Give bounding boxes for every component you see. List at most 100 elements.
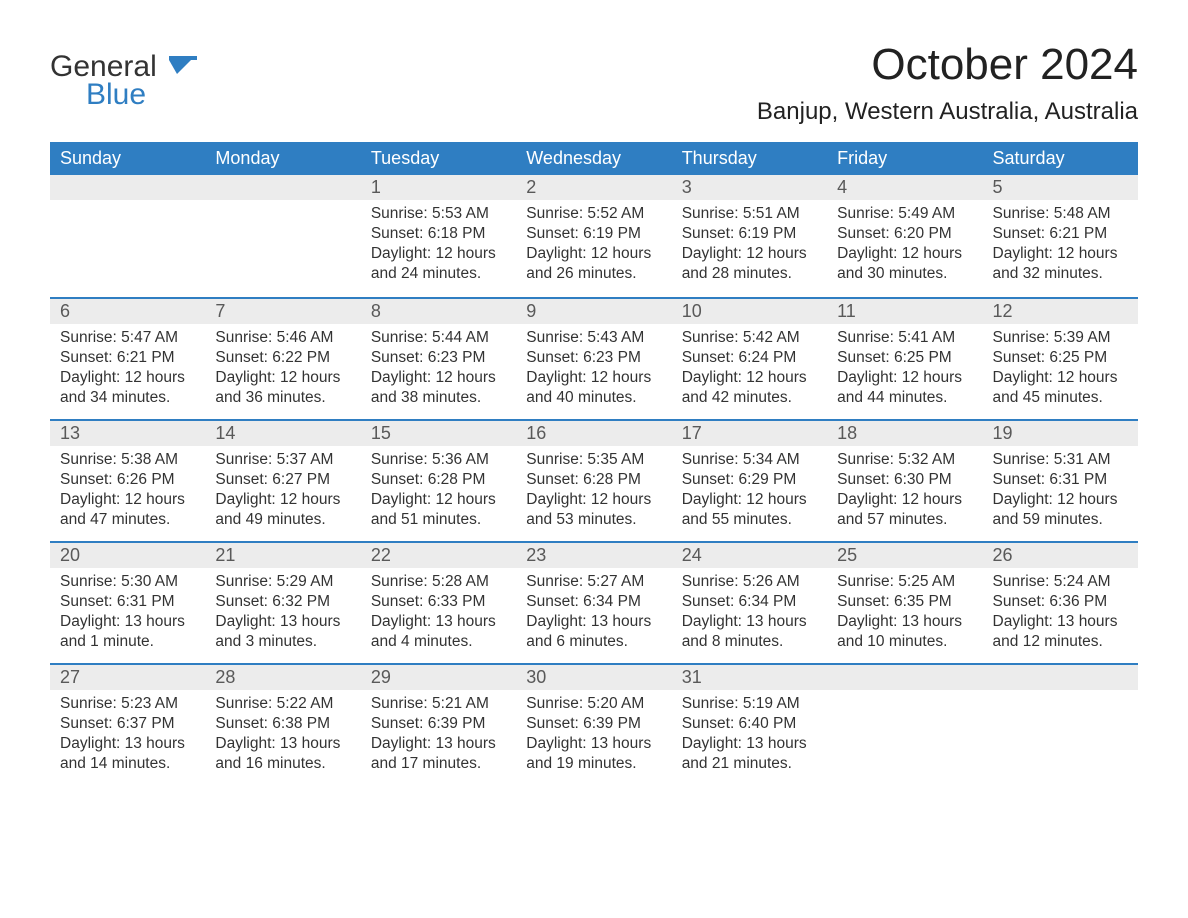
sunset-line: Sunset: 6:21 PM	[993, 224, 1128, 244]
day-number: 3	[672, 175, 827, 200]
daylight-line: Daylight: 13 hours and 6 minutes.	[526, 612, 661, 652]
day-body: Sunrise: 5:48 AMSunset: 6:21 PMDaylight:…	[983, 200, 1138, 295]
day-body: Sunrise: 5:49 AMSunset: 6:20 PMDaylight:…	[827, 200, 982, 295]
sunset-line: Sunset: 6:32 PM	[215, 592, 350, 612]
day-body: Sunrise: 5:39 AMSunset: 6:25 PMDaylight:…	[983, 324, 1138, 419]
sunset-line: Sunset: 6:39 PM	[526, 714, 661, 734]
sunrise-line: Sunrise: 5:46 AM	[215, 328, 350, 348]
daylight-line: Daylight: 13 hours and 17 minutes.	[371, 734, 506, 774]
sunset-line: Sunset: 6:29 PM	[682, 470, 817, 490]
sunset-line: Sunset: 6:28 PM	[526, 470, 661, 490]
day-body: Sunrise: 5:31 AMSunset: 6:31 PMDaylight:…	[983, 446, 1138, 541]
day-number: 8	[361, 297, 516, 324]
calendar-row: 27Sunrise: 5:23 AMSunset: 6:37 PMDayligh…	[50, 663, 1138, 785]
sunrise-line: Sunrise: 5:20 AM	[526, 694, 661, 714]
calendar-cell	[50, 175, 205, 297]
calendar-cell: 28Sunrise: 5:22 AMSunset: 6:38 PMDayligh…	[205, 663, 360, 785]
sunset-line: Sunset: 6:23 PM	[371, 348, 506, 368]
day-body	[983, 690, 1138, 704]
daylight-line: Daylight: 12 hours and 49 minutes.	[215, 490, 350, 530]
sunrise-line: Sunrise: 5:49 AM	[837, 204, 972, 224]
calendar-cell: 7Sunrise: 5:46 AMSunset: 6:22 PMDaylight…	[205, 297, 360, 419]
day-body: Sunrise: 5:23 AMSunset: 6:37 PMDaylight:…	[50, 690, 205, 785]
daylight-line: Daylight: 13 hours and 3 minutes.	[215, 612, 350, 652]
calendar-cell: 29Sunrise: 5:21 AMSunset: 6:39 PMDayligh…	[361, 663, 516, 785]
day-number: 30	[516, 663, 671, 690]
calendar-cell: 10Sunrise: 5:42 AMSunset: 6:24 PMDayligh…	[672, 297, 827, 419]
calendar-body: 1Sunrise: 5:53 AMSunset: 6:18 PMDaylight…	[50, 175, 1138, 785]
sunset-line: Sunset: 6:34 PM	[526, 592, 661, 612]
calendar-cell: 18Sunrise: 5:32 AMSunset: 6:30 PMDayligh…	[827, 419, 982, 541]
sunrise-line: Sunrise: 5:25 AM	[837, 572, 972, 592]
calendar-cell: 4Sunrise: 5:49 AMSunset: 6:20 PMDaylight…	[827, 175, 982, 297]
sunrise-line: Sunrise: 5:47 AM	[60, 328, 195, 348]
day-body: Sunrise: 5:21 AMSunset: 6:39 PMDaylight:…	[361, 690, 516, 785]
daylight-line: Daylight: 12 hours and 55 minutes.	[682, 490, 817, 530]
title-block: October 2024 Banjup, Western Australia, …	[757, 40, 1138, 136]
calendar-cell: 19Sunrise: 5:31 AMSunset: 6:31 PMDayligh…	[983, 419, 1138, 541]
day-body: Sunrise: 5:26 AMSunset: 6:34 PMDaylight:…	[672, 568, 827, 663]
page-header: General Blue October 2024 Banjup, Wester…	[50, 40, 1138, 136]
calendar-cell: 30Sunrise: 5:20 AMSunset: 6:39 PMDayligh…	[516, 663, 671, 785]
sunrise-line: Sunrise: 5:22 AM	[215, 694, 350, 714]
day-body	[205, 200, 360, 214]
sunset-line: Sunset: 6:30 PM	[837, 470, 972, 490]
sunrise-line: Sunrise: 5:28 AM	[371, 572, 506, 592]
daylight-line: Daylight: 12 hours and 51 minutes.	[371, 490, 506, 530]
month-title: October 2024	[757, 40, 1138, 90]
sunrise-line: Sunrise: 5:41 AM	[837, 328, 972, 348]
sunset-line: Sunset: 6:24 PM	[682, 348, 817, 368]
sunrise-line: Sunrise: 5:31 AM	[993, 450, 1128, 470]
daylight-line: Daylight: 12 hours and 38 minutes.	[371, 368, 506, 408]
day-body: Sunrise: 5:19 AMSunset: 6:40 PMDaylight:…	[672, 690, 827, 785]
calendar-cell: 2Sunrise: 5:52 AMSunset: 6:19 PMDaylight…	[516, 175, 671, 297]
day-body: Sunrise: 5:35 AMSunset: 6:28 PMDaylight:…	[516, 446, 671, 541]
sunrise-line: Sunrise: 5:53 AM	[371, 204, 506, 224]
calendar-cell: 8Sunrise: 5:44 AMSunset: 6:23 PMDaylight…	[361, 297, 516, 419]
daylight-line: Daylight: 12 hours and 32 minutes.	[993, 244, 1128, 284]
calendar-cell: 1Sunrise: 5:53 AMSunset: 6:18 PMDaylight…	[361, 175, 516, 297]
day-number: 11	[827, 297, 982, 324]
weekday-header: Friday	[827, 142, 982, 175]
daylight-line: Daylight: 12 hours and 26 minutes.	[526, 244, 661, 284]
daylight-line: Daylight: 13 hours and 10 minutes.	[837, 612, 972, 652]
sunset-line: Sunset: 6:23 PM	[526, 348, 661, 368]
day-number: 1	[361, 175, 516, 200]
day-number: 27	[50, 663, 205, 690]
day-body: Sunrise: 5:28 AMSunset: 6:33 PMDaylight:…	[361, 568, 516, 663]
calendar-cell: 26Sunrise: 5:24 AMSunset: 6:36 PMDayligh…	[983, 541, 1138, 663]
sunrise-line: Sunrise: 5:36 AM	[371, 450, 506, 470]
calendar-cell: 22Sunrise: 5:28 AMSunset: 6:33 PMDayligh…	[361, 541, 516, 663]
weekday-header: Wednesday	[516, 142, 671, 175]
daylight-line: Daylight: 13 hours and 14 minutes.	[60, 734, 195, 774]
day-body: Sunrise: 5:37 AMSunset: 6:27 PMDaylight:…	[205, 446, 360, 541]
day-body	[827, 690, 982, 704]
weekday-header: Saturday	[983, 142, 1138, 175]
sunset-line: Sunset: 6:39 PM	[371, 714, 506, 734]
sunset-line: Sunset: 6:19 PM	[682, 224, 817, 244]
day-body: Sunrise: 5:43 AMSunset: 6:23 PMDaylight:…	[516, 324, 671, 419]
day-number: 10	[672, 297, 827, 324]
daylight-line: Daylight: 13 hours and 19 minutes.	[526, 734, 661, 774]
day-body: Sunrise: 5:32 AMSunset: 6:30 PMDaylight:…	[827, 446, 982, 541]
calendar-cell: 27Sunrise: 5:23 AMSunset: 6:37 PMDayligh…	[50, 663, 205, 785]
sunset-line: Sunset: 6:21 PM	[60, 348, 195, 368]
calendar-cell: 21Sunrise: 5:29 AMSunset: 6:32 PMDayligh…	[205, 541, 360, 663]
day-number: 24	[672, 541, 827, 568]
day-number: 31	[672, 663, 827, 690]
sunrise-line: Sunrise: 5:42 AM	[682, 328, 817, 348]
calendar-cell: 16Sunrise: 5:35 AMSunset: 6:28 PMDayligh…	[516, 419, 671, 541]
sunset-line: Sunset: 6:34 PM	[682, 592, 817, 612]
sunrise-line: Sunrise: 5:26 AM	[682, 572, 817, 592]
calendar-cell: 6Sunrise: 5:47 AMSunset: 6:21 PMDaylight…	[50, 297, 205, 419]
day-body: Sunrise: 5:51 AMSunset: 6:19 PMDaylight:…	[672, 200, 827, 295]
daylight-line: Daylight: 12 hours and 28 minutes.	[682, 244, 817, 284]
daylight-line: Daylight: 12 hours and 24 minutes.	[371, 244, 506, 284]
day-number: 15	[361, 419, 516, 446]
sunset-line: Sunset: 6:37 PM	[60, 714, 195, 734]
sunrise-line: Sunrise: 5:24 AM	[993, 572, 1128, 592]
day-body: Sunrise: 5:42 AMSunset: 6:24 PMDaylight:…	[672, 324, 827, 419]
day-number: 18	[827, 419, 982, 446]
day-body: Sunrise: 5:20 AMSunset: 6:39 PMDaylight:…	[516, 690, 671, 785]
day-body: Sunrise: 5:24 AMSunset: 6:36 PMDaylight:…	[983, 568, 1138, 663]
